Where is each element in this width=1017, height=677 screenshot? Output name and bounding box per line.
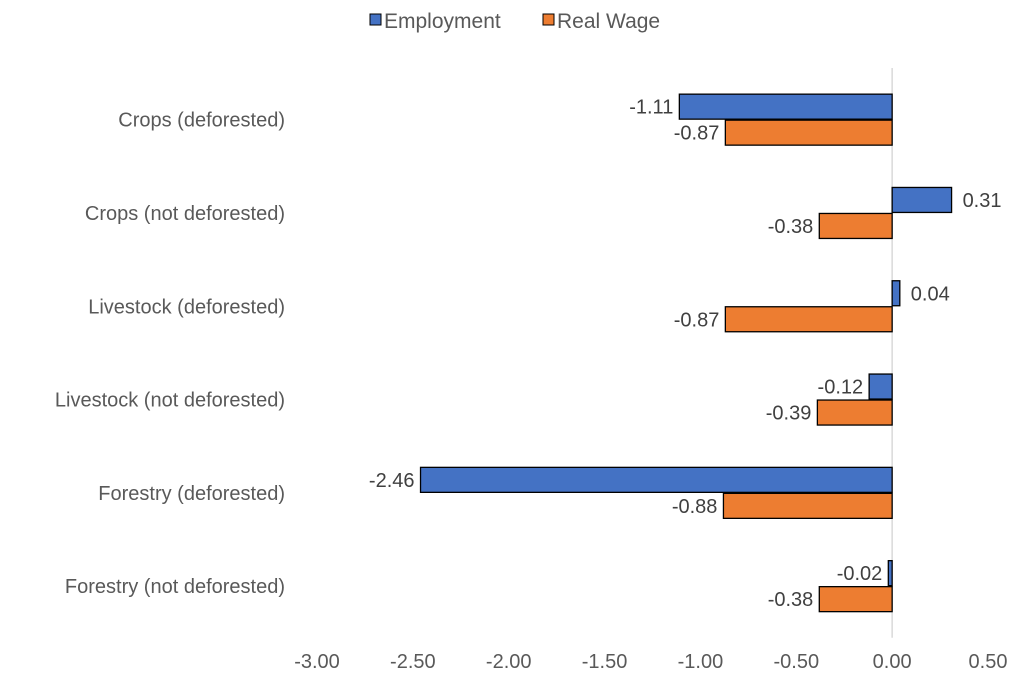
data-label: -2.46 — [369, 470, 415, 492]
legend-label-real-wage: Real Wage — [557, 10, 660, 33]
bar-real-wage — [818, 586, 893, 613]
x-tick-label: -1.50 — [582, 651, 628, 673]
bar-employment — [678, 93, 893, 120]
bars — [419, 93, 953, 613]
x-tick-label: -1.00 — [678, 651, 724, 673]
category-label: Livestock (not deforested) — [55, 390, 285, 412]
data-label: -0.02 — [837, 563, 883, 585]
bar-real-wage — [818, 212, 893, 240]
bar-real-wage — [816, 399, 893, 426]
data-label: -0.87 — [674, 309, 720, 331]
bar-real-wage — [722, 492, 893, 520]
legend-swatch-real-wage — [542, 13, 555, 26]
data-label: -0.38 — [768, 216, 814, 238]
x-tick-label: -0.50 — [773, 651, 819, 673]
bar-employment — [868, 373, 893, 400]
bar-employment — [887, 560, 893, 587]
x-tick-label: -3.00 — [294, 651, 340, 673]
data-label: -0.39 — [766, 403, 812, 425]
legend-label-employment: Employment — [384, 10, 501, 33]
category-label: Forestry (not deforested) — [65, 576, 285, 598]
bar-employment — [419, 466, 893, 494]
legend: Employment Real Wage — [369, 10, 660, 33]
data-label: -0.38 — [768, 589, 814, 611]
legend-swatch-employment — [369, 13, 382, 26]
x-tick-label: 0.50 — [969, 651, 1008, 673]
category-label: Crops (not deforested) — [85, 203, 285, 225]
data-label: -0.12 — [818, 377, 864, 399]
x-tick-labels: -3.00 -2.50 -2.00 -1.50 -1.00 -0.50 0.00 0.50 — [294, 651, 1007, 673]
category-label: Crops (deforested) — [118, 110, 285, 132]
bar-employment — [891, 186, 953, 214]
category-labels: Crops (deforested) Crops (not deforested)… — [55, 110, 285, 599]
bar-real-wage — [724, 119, 893, 146]
category-label: Livestock (deforested) — [88, 296, 285, 318]
bar-employment — [891, 280, 901, 307]
data-label: -1.11 — [629, 97, 673, 119]
data-label: -0.87 — [674, 123, 720, 145]
x-tick-label: 0.00 — [873, 651, 912, 673]
x-tick-label: -2.00 — [486, 651, 532, 673]
data-labels: -1.11-0.870.31-0.380.04-0.87-0.12-0.39-2… — [369, 97, 1002, 612]
x-tick-label: -2.50 — [390, 651, 436, 673]
category-label: Forestry (deforested) — [98, 483, 285, 505]
data-label: 0.31 — [963, 190, 1002, 212]
data-label: -0.88 — [672, 496, 718, 518]
bar-real-wage — [724, 306, 893, 333]
data-label: 0.04 — [911, 283, 950, 305]
